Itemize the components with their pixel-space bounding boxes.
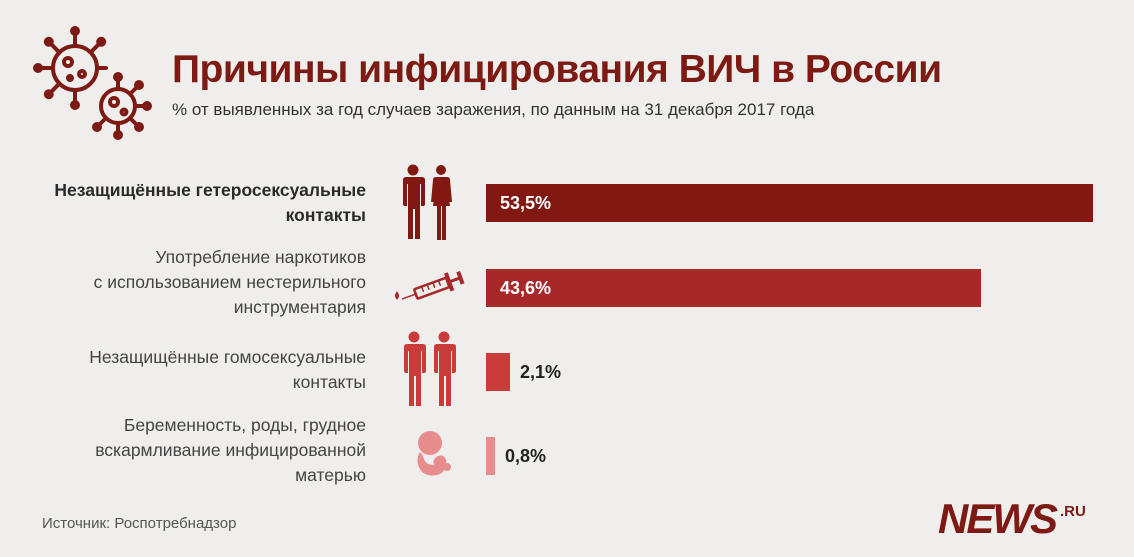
category-label-1: Незащищённые гетеросексуальные контакты	[54, 180, 366, 225]
bar-value-label-4: 0,8%	[505, 446, 547, 466]
category-label-2: Употребление наркотиков с использованием…	[93, 247, 366, 317]
virus-icon	[33, 26, 152, 140]
bar-3	[486, 353, 510, 391]
man-woman-icon	[403, 164, 452, 240]
category-label-4: Беременность, роды, грудное вскармливани…	[95, 415, 366, 485]
bar-1: 53,5%	[486, 184, 1093, 222]
fetus-icon	[417, 431, 451, 476]
two-men-icon	[404, 331, 456, 406]
syringe-icon	[395, 270, 465, 300]
source-note: Источник: Роспотребнадзор	[42, 515, 237, 532]
bar-2: 43,6%	[486, 269, 981, 307]
chart-subtitle: % от выявленных за год случаев заражения…	[172, 100, 815, 119]
bar-value-label-1: 53,5%	[500, 193, 552, 213]
bar-value-label-3: 2,1%	[520, 362, 562, 382]
bar-value-label-2: 43,6%	[500, 278, 552, 298]
bar-4	[486, 437, 495, 475]
news-ru-logo: NEWS .RU	[938, 495, 1086, 542]
chart-title: Причины инфицирования ВИЧ в России	[172, 48, 942, 91]
category-label-3: Незащищённые гомосексуальные контакты	[89, 347, 366, 392]
